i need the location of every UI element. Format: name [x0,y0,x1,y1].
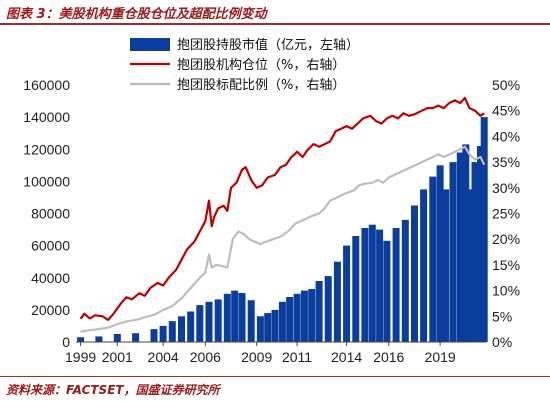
y-left-tick-4: 80000 [31,206,70,222]
bar-11 [214,299,222,342]
y-right-tick-7: 35% [492,154,520,170]
y-right-tick-1: 5% [492,308,512,324]
y-left-tick-7: 140000 [23,109,70,125]
legend-swatch-0 [130,38,170,51]
y-right-tick-5: 25% [492,206,520,222]
x-axis-ticks: 1999 2001 2004 2006 2009 2011 2014 2016 2019 [65,342,456,365]
bar-32 [383,240,391,342]
y-left-tick-1: 20000 [31,302,70,318]
bar-36 [420,189,428,342]
bar-37 [429,176,437,342]
x-tick-label-2: 2004 [148,349,179,365]
legend: 抱团股持股市值（亿元，左轴） 抱团股机构仓位（%，右轴） 抱团股标配比例（%，右轴） [130,37,359,93]
legend-label-2: 抱团股标配比例（%，右轴） [177,77,345,93]
legend-label-1: 抱团股机构仓位（%，右轴） [177,57,345,73]
line-series-standard-weight [80,145,486,333]
y-axis-right-ticks: 0% 5% 10% 15% 20% 25% 30% 35% 40% 45% 50% [492,77,520,350]
bar-42 [462,144,470,342]
bar-43 [466,189,473,342]
bar-28 [352,236,360,342]
x-tick-label-4: 2009 [241,349,272,365]
page-title: 图表 3：美股机构重仓股仓位及超配比例变动 [6,7,267,22]
bar-19 [278,301,286,342]
bar-40 [449,162,457,342]
bar-15 [247,300,255,342]
bar-45 [477,146,484,342]
bar-18 [271,309,279,342]
bar-44 [471,162,479,342]
bar-1 [95,336,103,342]
title-rule [0,23,550,25]
x-tick-label-8: 2019 [425,349,456,365]
bar-46 [480,117,488,342]
x-tick-label-6: 2014 [331,349,362,365]
y-right-tick-0: 0% [492,334,512,350]
y-right-tick-6: 30% [492,180,520,196]
y-right-tick-8: 40% [492,128,520,144]
y-right-tick-2: 10% [492,283,520,299]
x-tick-label-0: 1999 [65,349,96,365]
bar-13 [231,290,239,342]
bar-20 [286,297,294,342]
y-left-tick-0: 0 [62,334,70,350]
bar-series-holding-value [77,117,488,342]
bar-10 [205,301,213,342]
bar-7 [178,316,185,342]
y-left-tick-6: 120000 [23,141,70,157]
bar-39 [442,189,450,342]
x-tick-label-7: 2016 [373,349,404,365]
bar-14 [238,293,246,342]
source-note: 资料来源：FACTSET，国盛证券研究所 [6,383,220,397]
y-left-tick-5: 100000 [23,173,70,189]
bar-26 [333,261,341,342]
bar-22 [300,290,308,342]
line-series-institutional-position [79,96,485,321]
bar-24 [315,281,323,342]
bar-9 [196,305,204,342]
bar-29 [361,228,369,342]
y-right-tick-9: 45% [492,103,520,119]
y-left-tick-2: 40000 [31,270,70,286]
legend-label-0: 抱团股持股市值（亿元，左轴） [177,37,359,53]
y-left-tick-3: 60000 [31,238,70,254]
source-rule [0,376,550,377]
bar-41 [456,152,464,342]
bar-5 [159,325,167,342]
bar-33 [392,228,400,342]
x-tick-label-3: 2006 [190,349,221,365]
bar-2 [113,334,121,342]
bar-6 [168,321,176,342]
y-right-tick-4: 20% [492,231,520,247]
bar-21 [293,293,301,342]
bar-3 [132,333,140,342]
y-right-tick-3: 15% [492,257,520,273]
bar-38 [436,165,444,342]
bar-12 [223,293,231,342]
bar-30 [368,224,376,342]
x-tick-label-1: 2001 [102,349,133,365]
y-left-tick-8: 160000 [23,77,70,93]
bar-34 [401,219,409,342]
y-right-tick-10: 50% [492,77,520,93]
y-axis-left-ticks: 0 20000 40000 60000 80000 100000 120000 140000 1… [23,77,70,350]
bar-25 [324,276,332,342]
bar-27 [343,245,351,342]
bar-4 [150,329,158,342]
bar-8 [187,311,195,342]
x-tick-label-5: 2011 [282,349,312,365]
bar-17 [264,313,272,342]
bar-31 [376,229,384,342]
bar-35 [411,205,418,342]
bar-16 [256,316,264,342]
bar-0 [77,337,85,342]
bar-23 [308,289,316,342]
